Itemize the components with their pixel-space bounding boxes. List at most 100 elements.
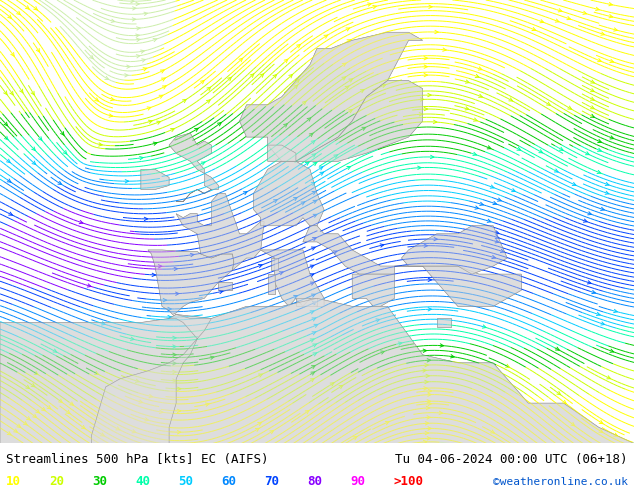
Polygon shape xyxy=(218,282,233,290)
FancyArrowPatch shape xyxy=(474,118,477,121)
Polygon shape xyxy=(254,161,324,226)
Polygon shape xyxy=(437,318,451,326)
FancyArrowPatch shape xyxy=(428,427,431,430)
Polygon shape xyxy=(268,274,275,294)
FancyArrowPatch shape xyxy=(302,101,306,105)
FancyArrowPatch shape xyxy=(4,91,7,95)
FancyArrowPatch shape xyxy=(313,200,317,203)
FancyArrowPatch shape xyxy=(592,291,595,294)
FancyArrowPatch shape xyxy=(554,169,558,172)
Text: 40: 40 xyxy=(135,475,150,488)
FancyArrowPatch shape xyxy=(314,324,318,327)
FancyArrowPatch shape xyxy=(311,372,314,375)
FancyArrowPatch shape xyxy=(595,7,599,10)
FancyArrowPatch shape xyxy=(330,383,334,386)
FancyArrowPatch shape xyxy=(495,240,499,243)
FancyArrowPatch shape xyxy=(339,386,343,389)
FancyArrowPatch shape xyxy=(439,411,443,415)
FancyArrowPatch shape xyxy=(310,339,314,342)
Polygon shape xyxy=(394,266,521,306)
FancyArrowPatch shape xyxy=(313,302,316,305)
FancyArrowPatch shape xyxy=(373,5,377,9)
FancyArrowPatch shape xyxy=(219,291,223,294)
FancyArrowPatch shape xyxy=(133,18,136,21)
FancyArrowPatch shape xyxy=(609,15,612,18)
FancyArrowPatch shape xyxy=(133,7,136,10)
FancyArrowPatch shape xyxy=(306,411,309,414)
FancyArrowPatch shape xyxy=(42,407,45,411)
FancyArrowPatch shape xyxy=(312,154,316,157)
FancyArrowPatch shape xyxy=(540,20,544,23)
FancyArrowPatch shape xyxy=(324,35,328,38)
Polygon shape xyxy=(261,250,324,306)
FancyArrowPatch shape xyxy=(297,45,301,48)
FancyArrowPatch shape xyxy=(171,128,174,131)
FancyArrowPatch shape xyxy=(26,385,29,389)
FancyArrowPatch shape xyxy=(424,244,427,247)
FancyArrowPatch shape xyxy=(605,182,609,186)
FancyArrowPatch shape xyxy=(310,274,314,277)
FancyArrowPatch shape xyxy=(451,355,454,358)
FancyArrowPatch shape xyxy=(420,98,424,101)
FancyArrowPatch shape xyxy=(101,322,105,325)
FancyArrowPatch shape xyxy=(380,351,384,354)
FancyArrowPatch shape xyxy=(32,161,36,165)
FancyArrowPatch shape xyxy=(16,11,20,15)
FancyArrowPatch shape xyxy=(132,430,136,433)
Polygon shape xyxy=(303,226,394,274)
FancyArrowPatch shape xyxy=(94,371,98,374)
FancyArrowPatch shape xyxy=(382,84,385,87)
FancyArrowPatch shape xyxy=(597,148,601,151)
FancyArrowPatch shape xyxy=(419,113,423,116)
FancyArrowPatch shape xyxy=(478,67,482,70)
FancyArrowPatch shape xyxy=(313,353,316,356)
FancyArrowPatch shape xyxy=(311,182,315,186)
FancyArrowPatch shape xyxy=(424,441,427,443)
FancyArrowPatch shape xyxy=(239,58,243,62)
FancyArrowPatch shape xyxy=(307,118,311,121)
FancyArrowPatch shape xyxy=(492,255,495,259)
FancyArrowPatch shape xyxy=(259,265,262,268)
FancyArrowPatch shape xyxy=(10,91,13,95)
FancyArrowPatch shape xyxy=(601,322,605,325)
FancyArrowPatch shape xyxy=(311,141,315,144)
Polygon shape xyxy=(218,282,233,290)
FancyArrowPatch shape xyxy=(139,156,143,160)
FancyArrowPatch shape xyxy=(495,235,499,239)
FancyArrowPatch shape xyxy=(159,410,163,414)
FancyArrowPatch shape xyxy=(312,332,316,335)
FancyArrowPatch shape xyxy=(562,400,566,404)
FancyArrowPatch shape xyxy=(158,265,162,268)
FancyArrowPatch shape xyxy=(145,418,148,421)
FancyArrowPatch shape xyxy=(479,94,482,98)
FancyArrowPatch shape xyxy=(476,74,479,77)
FancyArrowPatch shape xyxy=(201,162,205,165)
FancyArrowPatch shape xyxy=(465,107,469,110)
FancyArrowPatch shape xyxy=(587,281,591,284)
FancyArrowPatch shape xyxy=(434,120,437,123)
FancyArrowPatch shape xyxy=(178,409,181,413)
FancyArrowPatch shape xyxy=(289,74,292,78)
FancyArrowPatch shape xyxy=(590,114,594,117)
FancyArrowPatch shape xyxy=(280,271,283,275)
FancyArrowPatch shape xyxy=(116,427,120,430)
FancyArrowPatch shape xyxy=(131,337,134,341)
FancyArrowPatch shape xyxy=(131,0,134,3)
FancyArrowPatch shape xyxy=(53,349,56,352)
Text: Tu 04-06-2024 00:00 UTC (06+18): Tu 04-06-2024 00:00 UTC (06+18) xyxy=(395,453,628,466)
FancyArrowPatch shape xyxy=(67,410,70,414)
FancyArrowPatch shape xyxy=(127,65,130,68)
FancyArrowPatch shape xyxy=(200,80,204,84)
FancyArrowPatch shape xyxy=(149,394,153,398)
FancyArrowPatch shape xyxy=(583,219,587,222)
FancyArrowPatch shape xyxy=(89,55,93,59)
FancyArrowPatch shape xyxy=(153,142,157,146)
FancyArrowPatch shape xyxy=(39,137,42,140)
FancyArrowPatch shape xyxy=(345,86,349,89)
FancyArrowPatch shape xyxy=(505,364,509,368)
FancyArrowPatch shape xyxy=(424,56,427,60)
Text: 60: 60 xyxy=(221,475,236,488)
FancyArrowPatch shape xyxy=(294,197,297,200)
FancyArrowPatch shape xyxy=(136,2,139,6)
FancyArrowPatch shape xyxy=(319,167,323,170)
